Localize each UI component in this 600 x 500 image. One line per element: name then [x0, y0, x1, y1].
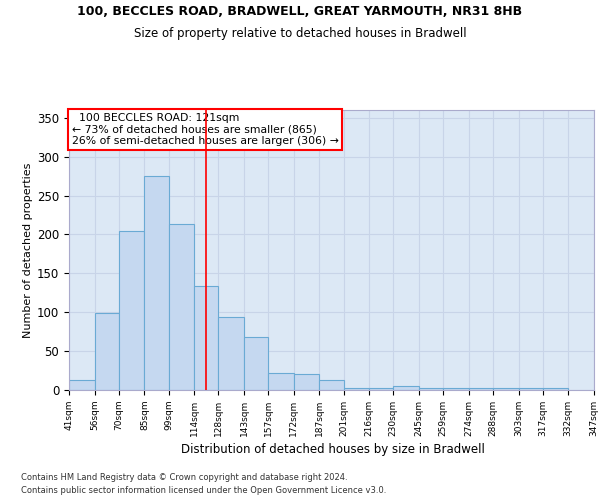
Text: Size of property relative to detached houses in Bradwell: Size of property relative to detached ho…: [134, 28, 466, 40]
Bar: [518, 388, 542, 390]
Bar: [419, 388, 443, 390]
Bar: [319, 380, 344, 390]
Bar: [244, 337, 268, 390]
Bar: [393, 386, 419, 390]
Bar: [369, 388, 393, 390]
Text: Contains HM Land Registry data © Crown copyright and database right 2024.: Contains HM Land Registry data © Crown c…: [21, 472, 347, 482]
Bar: [268, 373, 294, 390]
Bar: [119, 230, 145, 390]
Bar: [443, 388, 469, 390]
Bar: [218, 317, 244, 390]
Bar: [95, 313, 119, 390]
Text: 100, BECCLES ROAD, BRADWELL, GREAT YARMOUTH, NR31 8HB: 100, BECCLES ROAD, BRADWELL, GREAT YARMO…: [77, 5, 523, 18]
Bar: [344, 388, 369, 390]
Text: 100 BECCLES ROAD: 121sqm
← 73% of detached houses are smaller (865)
26% of semi-: 100 BECCLES ROAD: 121sqm ← 73% of detach…: [71, 113, 338, 146]
Bar: [294, 374, 319, 390]
Bar: [469, 388, 493, 390]
Y-axis label: Number of detached properties: Number of detached properties: [23, 162, 33, 338]
Text: Contains public sector information licensed under the Open Government Licence v3: Contains public sector information licen…: [21, 486, 386, 495]
Bar: [145, 176, 169, 390]
Bar: [542, 388, 568, 390]
Bar: [69, 380, 95, 390]
Bar: [493, 388, 518, 390]
Bar: [169, 224, 194, 390]
Bar: [194, 286, 218, 390]
Text: Distribution of detached houses by size in Bradwell: Distribution of detached houses by size …: [181, 442, 485, 456]
